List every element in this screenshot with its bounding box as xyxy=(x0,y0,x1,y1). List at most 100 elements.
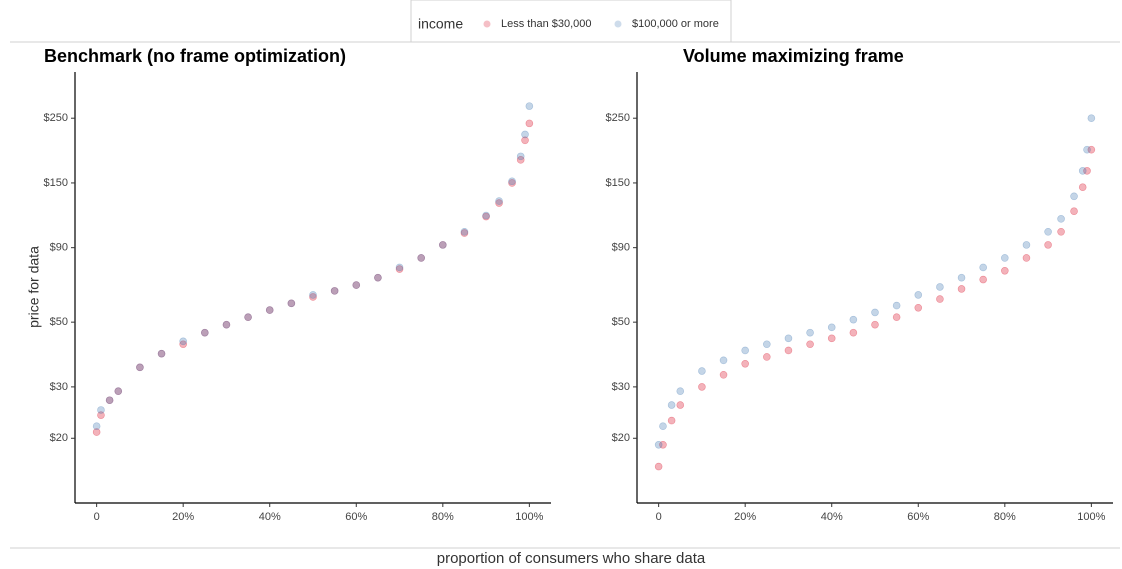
point xyxy=(105,396,114,405)
point xyxy=(892,313,901,321)
y-tick-label: $250 xyxy=(606,112,630,124)
point xyxy=(1083,167,1091,175)
point xyxy=(659,440,667,449)
point xyxy=(676,401,685,409)
y-axis-label: price for data xyxy=(26,246,42,328)
point xyxy=(201,328,209,337)
point xyxy=(330,287,339,295)
point xyxy=(1078,167,1087,175)
point xyxy=(136,363,144,372)
point xyxy=(1070,207,1078,216)
point xyxy=(763,340,771,349)
point xyxy=(330,287,339,295)
x-tick-label: 0 xyxy=(94,511,100,523)
point xyxy=(179,340,187,349)
point xyxy=(1083,145,1091,154)
point xyxy=(244,313,252,321)
point xyxy=(521,136,529,145)
point xyxy=(698,383,706,391)
point xyxy=(936,295,944,303)
point xyxy=(698,367,706,375)
y-tick-label: $20 xyxy=(612,432,630,444)
point xyxy=(222,320,231,329)
y-tick-label: $50 xyxy=(612,316,630,328)
point xyxy=(495,197,503,205)
point xyxy=(676,387,685,395)
point xyxy=(914,303,923,312)
point xyxy=(157,349,166,358)
legend-title: income xyxy=(418,16,463,32)
point xyxy=(417,254,425,262)
y-tick-label: $150 xyxy=(606,177,630,189)
legend-marker xyxy=(483,20,491,28)
point xyxy=(97,411,105,419)
point xyxy=(114,387,123,395)
point xyxy=(1078,183,1087,192)
x-tick-label: 20% xyxy=(734,511,756,523)
y-tick-label: $30 xyxy=(612,381,630,393)
point xyxy=(495,199,503,207)
point xyxy=(654,462,663,471)
point xyxy=(179,337,187,346)
point xyxy=(763,353,771,361)
point xyxy=(482,211,490,220)
point xyxy=(979,263,987,272)
point xyxy=(222,320,231,329)
point xyxy=(460,228,469,236)
legend-box xyxy=(410,0,732,43)
point xyxy=(871,320,879,329)
x-tick-label: 100% xyxy=(1077,511,1105,523)
y-tick-label: $50 xyxy=(50,316,68,328)
point xyxy=(957,273,966,282)
point xyxy=(1087,114,1096,123)
point xyxy=(157,349,166,358)
x-tick-label: 0 xyxy=(656,511,662,523)
point xyxy=(871,308,879,317)
point xyxy=(508,177,516,186)
panel-title: Volume maximizing frame xyxy=(683,46,904,66)
point xyxy=(352,281,361,289)
point xyxy=(741,359,749,368)
point xyxy=(92,428,101,436)
point xyxy=(914,291,923,299)
y-tick-label: $30 xyxy=(50,381,68,393)
point xyxy=(508,179,516,187)
point xyxy=(979,275,987,284)
y-tick-label: $90 xyxy=(612,242,630,254)
point xyxy=(352,281,361,289)
point xyxy=(92,422,101,430)
point xyxy=(1001,266,1009,275)
point xyxy=(827,323,836,332)
point xyxy=(1022,241,1031,249)
point xyxy=(659,422,667,430)
x-tick-label: 60% xyxy=(907,511,929,523)
point xyxy=(439,241,447,249)
point xyxy=(1057,228,1065,236)
point xyxy=(309,293,317,301)
point xyxy=(395,265,404,273)
point xyxy=(784,346,793,355)
point xyxy=(806,328,814,337)
point xyxy=(1087,145,1096,154)
x-tick-label: 20% xyxy=(172,511,194,523)
x-tick-label: 40% xyxy=(259,511,281,523)
point xyxy=(1022,254,1031,262)
point xyxy=(1070,192,1078,201)
point xyxy=(654,440,663,449)
point xyxy=(1044,228,1052,236)
point xyxy=(1057,215,1065,223)
point xyxy=(97,406,105,414)
point xyxy=(114,387,123,395)
legend-label: Less than $30,000 xyxy=(501,18,592,30)
point xyxy=(105,396,114,405)
x-tick-label: 40% xyxy=(821,511,843,523)
legend-marker xyxy=(614,20,622,28)
point xyxy=(516,156,525,164)
panel-title: Benchmark (no frame optimization) xyxy=(44,46,346,66)
point xyxy=(806,340,814,349)
point xyxy=(265,306,274,314)
y-tick-label: $250 xyxy=(44,112,68,124)
point xyxy=(525,119,534,128)
